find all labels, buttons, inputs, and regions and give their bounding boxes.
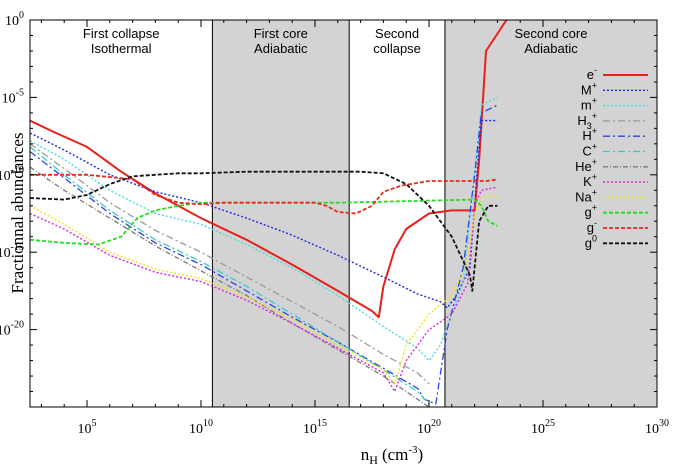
legend: e-M+m+H3+H+C+He+K+Na+g+g-g0 bbox=[575, 65, 648, 250]
region-bands bbox=[211, 20, 657, 407]
region-label-3-line1: Second core bbox=[514, 26, 587, 41]
legend-label-3: H3+ bbox=[577, 111, 597, 131]
y-tick-label: 10-10 bbox=[0, 165, 24, 184]
region-label-2-line2: collapse bbox=[373, 41, 421, 56]
x-tick-label: 105 bbox=[78, 418, 97, 437]
legend-label-11: g0 bbox=[585, 233, 597, 250]
region-label-2-line1: Second bbox=[375, 26, 419, 41]
x-tick-label: 1030 bbox=[645, 418, 669, 437]
region-band-1 bbox=[212, 20, 350, 407]
y-tick-label: 10-20 bbox=[0, 320, 24, 339]
series-line-4 bbox=[30, 104, 498, 405]
x-tick-label: 1025 bbox=[531, 418, 555, 437]
series-line-11 bbox=[30, 170, 498, 292]
series-line-9 bbox=[30, 198, 498, 246]
region-label-0-line2: Isothermal bbox=[91, 41, 152, 56]
legend-label-0: e- bbox=[587, 65, 597, 82]
y-tick-label: 10-5 bbox=[2, 87, 24, 106]
legend-label-5: C+ bbox=[582, 142, 597, 159]
region-label-3-line2: Adiabatic bbox=[524, 41, 578, 56]
legend-label-8: Na+ bbox=[575, 187, 597, 204]
series-line-10 bbox=[30, 173, 498, 215]
x-tick-label: 1010 bbox=[189, 418, 213, 437]
legend-label-6: He+ bbox=[575, 157, 597, 174]
x-axis-title: nH (cm-3) bbox=[361, 444, 423, 467]
region-label-0-line1: First collapse bbox=[83, 26, 160, 41]
x-tick-label: 1020 bbox=[417, 418, 441, 437]
series-line-5 bbox=[30, 146, 430, 405]
legend-label-1: M+ bbox=[581, 80, 597, 97]
region-label-1-line2: Adiabatic bbox=[254, 41, 308, 56]
series-line-8 bbox=[30, 194, 498, 385]
y-tick-label: 10-15 bbox=[0, 242, 24, 261]
x-tick-label: 1015 bbox=[303, 418, 327, 437]
series-line-7 bbox=[30, 186, 498, 393]
axis-ticks: 105 1010 1015 1020 1025 1030 10-20 10-15 10-10 10… bbox=[0, 10, 669, 437]
legend-label-4: H+ bbox=[582, 126, 597, 143]
series-layer bbox=[30, 20, 508, 407]
legend-label-9: g+ bbox=[585, 203, 598, 220]
legend-label-2: m+ bbox=[581, 96, 597, 113]
legend-label-10: g- bbox=[587, 218, 597, 235]
region-band-3 bbox=[444, 20, 657, 407]
region-label-1-line1: First core bbox=[254, 26, 308, 41]
y-axis-title: Fractionnal abundances bbox=[8, 133, 27, 294]
y-tick-label: 100 bbox=[5, 10, 24, 29]
series-line-3 bbox=[30, 143, 430, 385]
legend-label-7: K+ bbox=[583, 172, 597, 189]
plot-frame bbox=[29, 19, 658, 408]
